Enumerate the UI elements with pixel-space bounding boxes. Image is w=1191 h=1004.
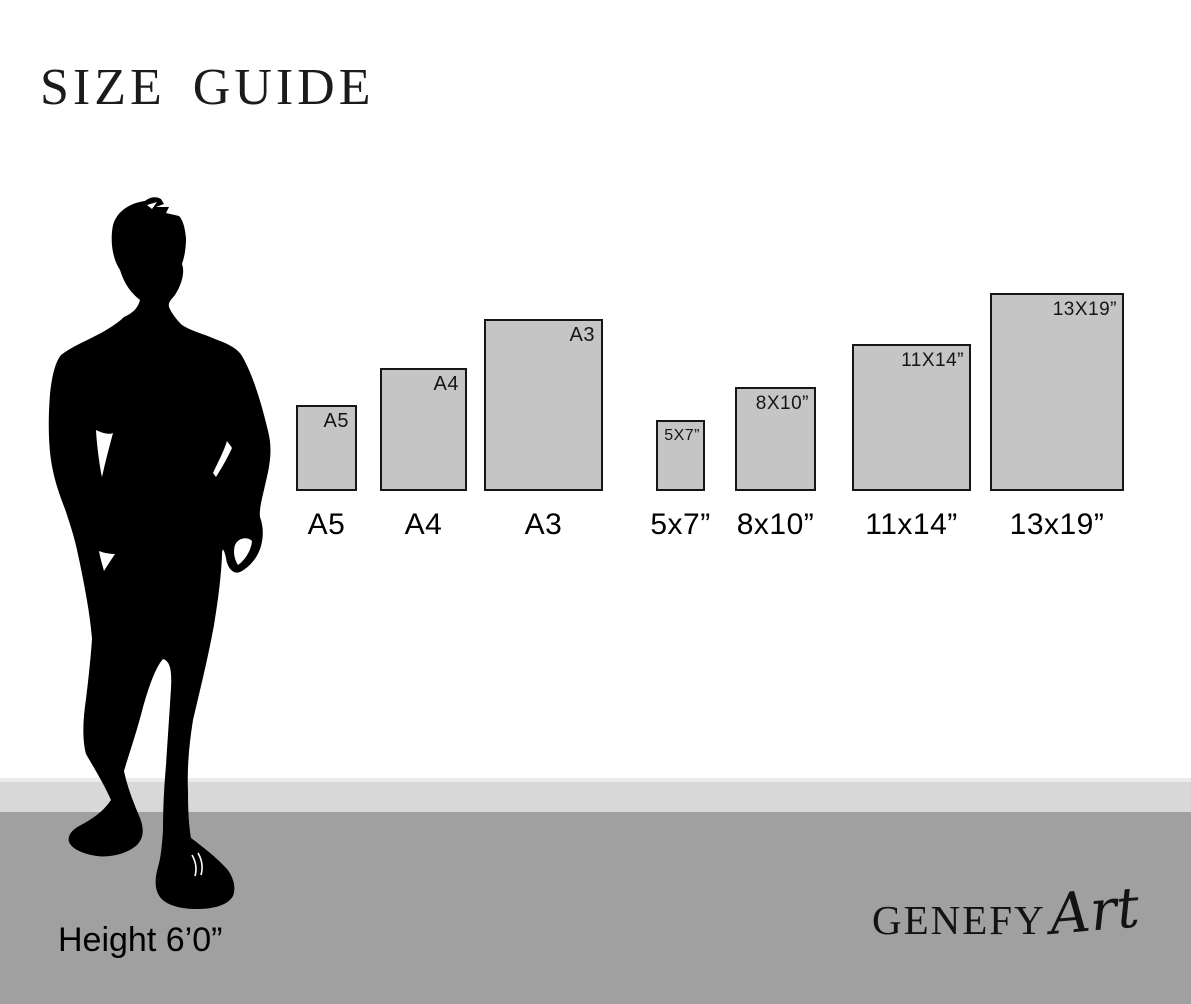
size-rect-13x19: 13X19”	[990, 293, 1124, 491]
size-card-a5: A5 A5	[296, 405, 357, 541]
size-card-a3: A3 A3	[484, 319, 603, 541]
size-bottom-label: 13x19”	[1009, 508, 1105, 541]
size-inner-label: A3	[569, 324, 595, 346]
size-bottom-label: 11x14”	[865, 508, 958, 541]
brand-script-art: Art	[1046, 875, 1142, 948]
size-inner-label: 5X7”	[664, 427, 700, 444]
size-rect-a3: A3	[484, 319, 603, 491]
size-inner-label: A4	[433, 373, 459, 395]
size-card-13x19: 13X19” 13x19”	[990, 293, 1124, 541]
size-rect-5x7: 5X7”	[656, 420, 705, 491]
size-card-a4: A4 A4	[380, 368, 467, 541]
size-rect-a4: A4	[380, 368, 467, 491]
size-rect-11x14: 11X14”	[852, 344, 971, 491]
brand-logo: GENEFY Art	[872, 875, 1142, 948]
size-card-8x10: 8X10” 8x10”	[735, 387, 816, 541]
page-title: SIZE GUIDE	[40, 59, 375, 116]
size-card-11x14: 11X14” 11x14”	[852, 344, 971, 541]
size-rect-a5: A5	[296, 405, 357, 491]
size-bottom-label: A5	[307, 508, 346, 541]
size-bottom-label: A4	[404, 508, 443, 541]
brand-name: GENEFY	[872, 897, 1046, 943]
height-label: Height 6’0”	[58, 921, 223, 959]
size-rect-8x10: 8X10”	[735, 387, 816, 491]
size-inner-label: A5	[323, 410, 349, 432]
size-inner-label: 13X19”	[1052, 299, 1117, 320]
size-bottom-label: A3	[524, 508, 563, 541]
size-inner-label: 11X14”	[901, 350, 964, 371]
size-bottom-label: 5x7”	[650, 508, 711, 541]
size-card-5x7: 5X7” 5x7”	[650, 420, 710, 541]
size-bottom-label: 8x10”	[736, 508, 815, 541]
size-inner-label: 8X10”	[755, 393, 809, 414]
floor-light-band	[0, 778, 1191, 812]
man-silhouette	[48, 197, 271, 909]
